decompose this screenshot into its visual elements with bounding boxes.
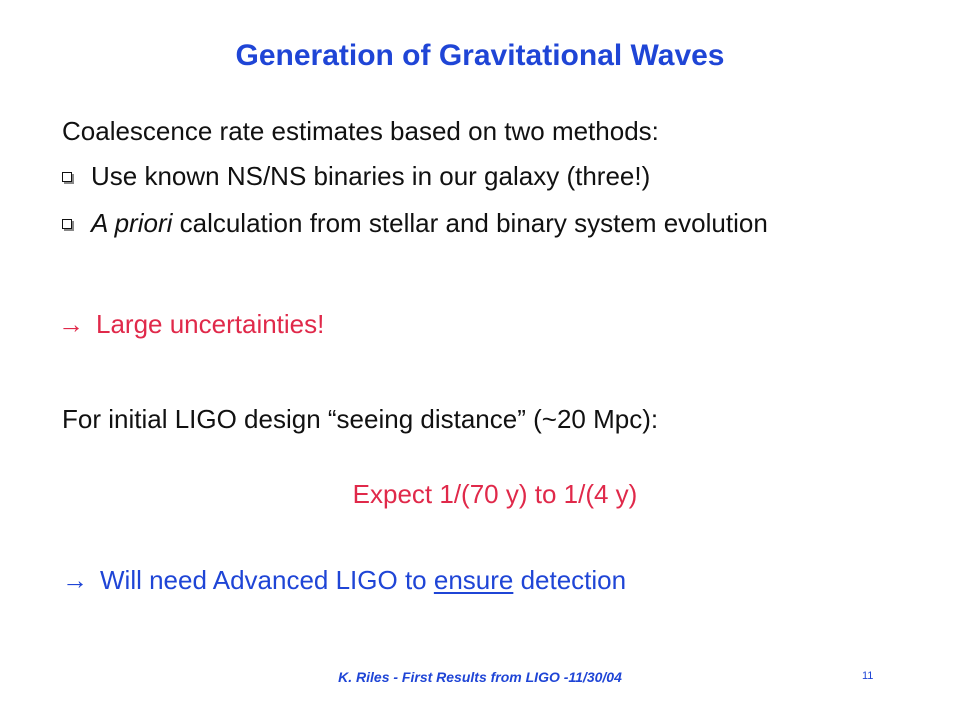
footer-text: K. Riles - First Results from LIGO -11/3… [338, 669, 622, 685]
intro-text: Coalescence rate estimates based on two … [62, 116, 659, 146]
bullet-item-1: Use known NS/NS binaries in our galaxy (… [62, 159, 650, 193]
advanced-ligo-line: → Will need Advanced LIGO to ensure detec… [62, 563, 626, 597]
bullet-item-1-text: Use known NS/NS binaries in our galaxy (… [91, 161, 651, 191]
bullet-item-2: A priori calculation from stellar and bi… [62, 206, 768, 240]
bullet-item-2-text: calculation from stellar and binary syst… [172, 208, 768, 238]
ligo-design-text: For initial LIGO design “seeing distance… [62, 404, 659, 434]
advanced-text-after: detection [513, 565, 627, 595]
bullet-item-2-emphasis: A priori [91, 208, 173, 238]
checkbox-square-icon [62, 219, 72, 229]
uncertainties-text: Large uncertainties! [96, 309, 325, 339]
right-arrow-icon: → [62, 565, 88, 595]
advanced-text-before: Will need Advanced LIGO to [100, 565, 434, 595]
page-number: 11 [862, 670, 874, 682]
right-arrow-icon: → [58, 309, 84, 339]
uncertainties-line: → Large uncertainties! [58, 307, 324, 341]
slide-title: Generation of Gravitational Waves [235, 39, 725, 72]
checkbox-square-icon [62, 172, 72, 182]
expect-rate-text: Expect 1/(70 y) to 1/(4 y) [352, 479, 638, 509]
advanced-text-underlined: ensure [433, 565, 514, 595]
